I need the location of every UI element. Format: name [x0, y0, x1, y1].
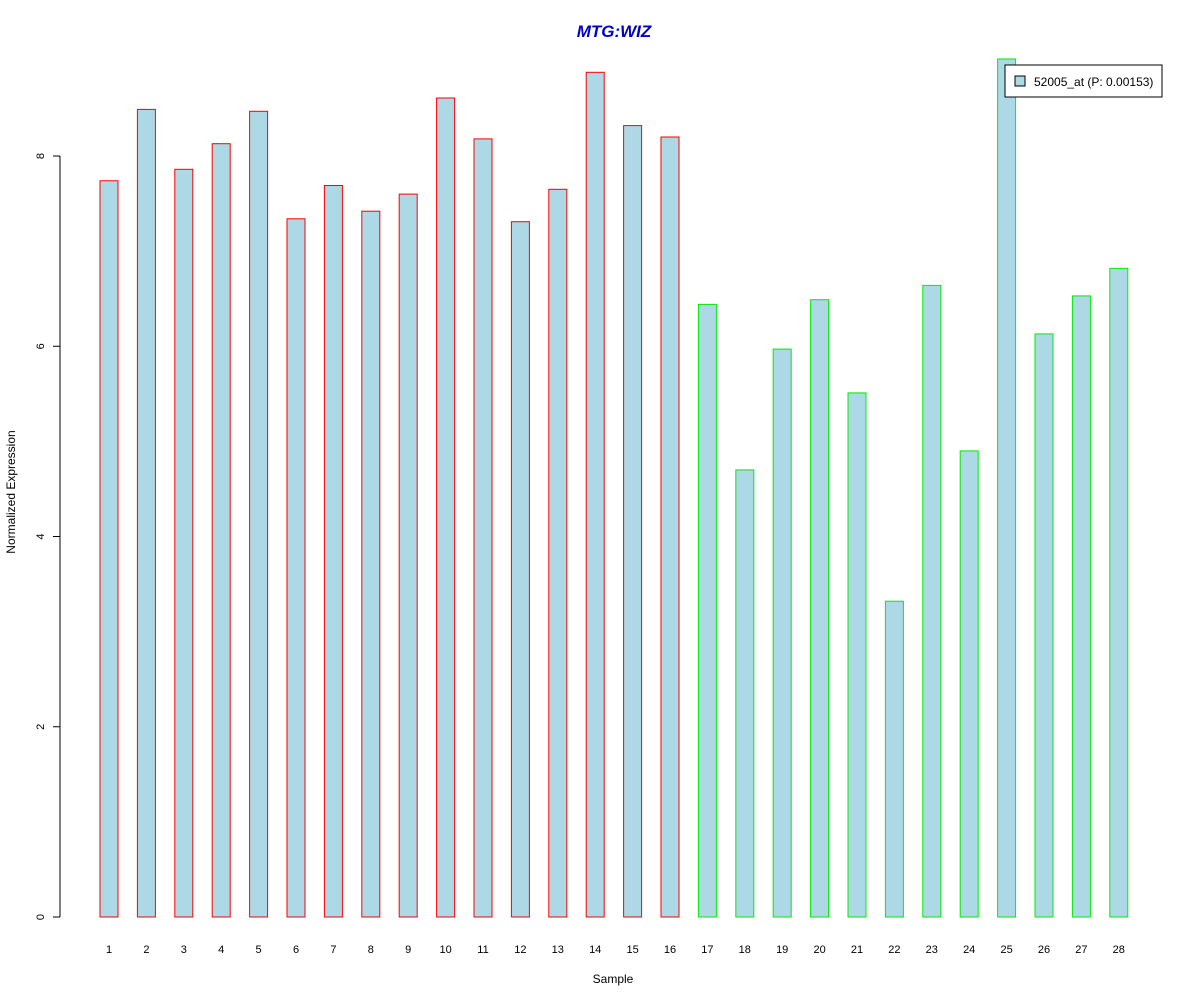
x-tick-label: 28 — [1113, 944, 1125, 956]
bar-sample-18 — [735, 469, 755, 918]
x-tick-label: 12 — [514, 944, 526, 956]
bar-sample-1 — [99, 180, 119, 918]
bar-sample-26 — [1034, 333, 1054, 918]
y-tick-label: 8 — [35, 153, 47, 159]
y-tick-label: 4 — [35, 533, 47, 539]
bar-sample-7 — [323, 185, 343, 918]
chart-title: MTG:WIZ — [577, 22, 652, 41]
x-tick-label: 23 — [926, 944, 938, 956]
x-tick-label: 13 — [552, 944, 564, 956]
bar-sample-2 — [136, 108, 156, 918]
bar-sample-11 — [473, 138, 493, 918]
x-tick-label: 5 — [256, 944, 262, 956]
x-tick-label: 21 — [851, 944, 863, 956]
bar-sample-15 — [623, 125, 643, 918]
bar-sample-8 — [361, 210, 381, 918]
x-tick-label: 11 — [477, 944, 488, 956]
legend-swatch — [1014, 75, 1026, 87]
bar-sample-16 — [660, 136, 680, 918]
x-tick-label: 10 — [439, 944, 451, 956]
legend-box — [1004, 64, 1163, 98]
bar-sample-24 — [959, 450, 979, 918]
x-tick-label: 27 — [1075, 944, 1087, 956]
bar-sample-5 — [249, 110, 269, 918]
legend-label: 52005_at (P: 0.00153) — [1034, 75, 1153, 89]
bar-sample-21 — [847, 392, 867, 918]
bar-sample-17 — [697, 303, 717, 918]
bar-sample-27 — [1071, 295, 1091, 918]
x-tick-label: 26 — [1038, 944, 1050, 956]
bar-sample-25 — [997, 58, 1017, 918]
bar-sample-10 — [436, 97, 456, 918]
x-tick-label: 18 — [739, 944, 751, 956]
bar-sample-6 — [286, 218, 306, 918]
x-tick-label: 17 — [701, 944, 713, 956]
y-axis: 0 2 4 6 8 — [35, 153, 61, 920]
x-tick-label: 9 — [405, 944, 411, 956]
bar-sample-19 — [772, 348, 792, 918]
bar-sample-13 — [548, 188, 568, 918]
y-tick-label: 6 — [35, 343, 47, 349]
x-tick-label: 20 — [813, 944, 825, 956]
x-tick-label: 15 — [626, 944, 638, 956]
y-tick-label: 0 — [35, 914, 47, 920]
bar-sample-9 — [398, 193, 418, 918]
x-tick-label: 19 — [776, 944, 788, 956]
bar-sample-12 — [510, 221, 530, 918]
x-tick-label: 25 — [1000, 944, 1012, 956]
y-tick-label: 2 — [35, 724, 47, 730]
x-tick-label: 24 — [963, 944, 975, 956]
x-axis-label: Sample — [593, 972, 634, 986]
bar-sample-22 — [884, 600, 904, 918]
bar-sample-20 — [810, 299, 830, 918]
x-tick-label: 2 — [143, 944, 149, 956]
legend: 52005_at (P: 0.00153) — [1004, 64, 1163, 98]
bars-group — [99, 58, 1129, 918]
bar-sample-3 — [174, 168, 194, 918]
x-tick-labels: 1 2 3 4 5 6 7 8 9 10 11 12 13 14 15 16 17 18 19 20 21 22 23 24 2… — [106, 944, 1125, 956]
x-tick-label: 4 — [218, 944, 224, 956]
bar-sample-14 — [585, 71, 605, 918]
x-tick-label: 14 — [589, 944, 601, 956]
bar-sample-23 — [922, 284, 942, 918]
bar-sample-4 — [211, 143, 231, 918]
x-tick-label: 7 — [330, 944, 336, 956]
x-tick-label: 6 — [293, 944, 299, 956]
y-axis-label: Normalized Expression — [4, 430, 18, 553]
x-tick-label: 8 — [368, 944, 374, 956]
x-tick-label: 16 — [664, 944, 676, 956]
x-tick-label: 3 — [181, 944, 187, 956]
x-tick-label: 22 — [888, 944, 900, 956]
bar-sample-28 — [1109, 267, 1129, 918]
x-tick-label: 1 — [106, 944, 112, 956]
